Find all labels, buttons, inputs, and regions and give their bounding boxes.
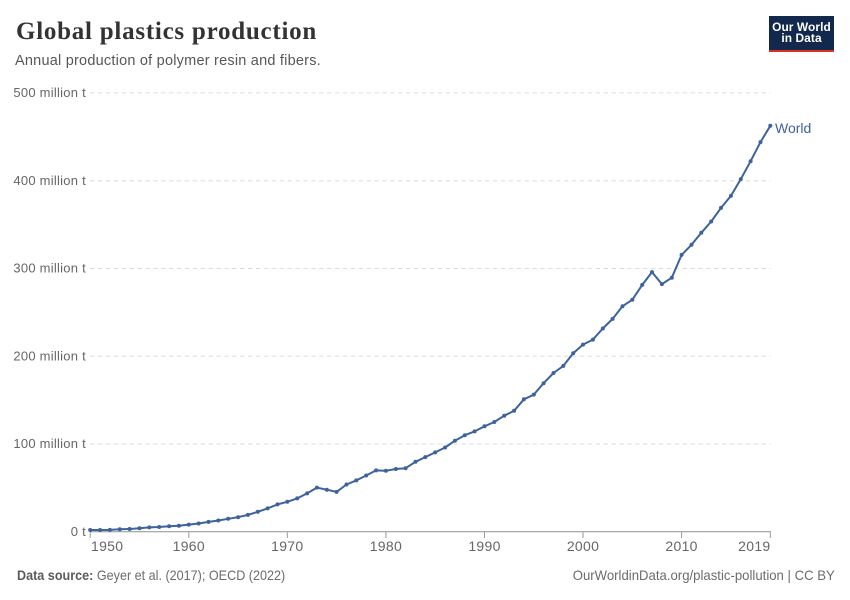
svg-text:2010: 2010 (665, 538, 697, 554)
svg-text:300 million t: 300 million t (13, 261, 86, 276)
svg-text:1980: 1980 (370, 538, 402, 554)
svg-text:0 t: 0 t (71, 524, 86, 539)
svg-text:200 million t: 200 million t (13, 348, 86, 363)
svg-text:1950: 1950 (91, 538, 123, 554)
svg-text:1990: 1990 (468, 538, 500, 554)
svg-text:100 million t: 100 million t (13, 436, 86, 451)
svg-text:2000: 2000 (567, 538, 599, 554)
svg-text:2019: 2019 (738, 538, 770, 554)
svg-text:1960: 1960 (173, 538, 205, 554)
svg-text:400 million t: 400 million t (13, 173, 86, 188)
svg-text:1970: 1970 (271, 538, 303, 554)
svg-text:500 million t: 500 million t (13, 85, 86, 100)
svg-text:World: World (775, 120, 811, 136)
